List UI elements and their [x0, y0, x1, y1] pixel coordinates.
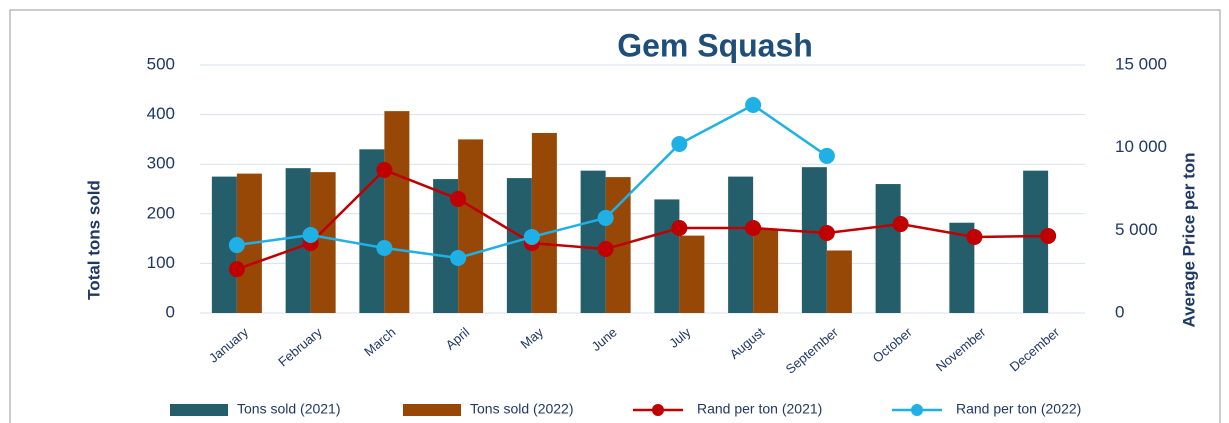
x-tick-label: June: [589, 324, 620, 354]
x-tick-label: November: [933, 324, 989, 374]
y-tick-label: 0: [166, 302, 175, 321]
bar: [458, 139, 484, 313]
line-marker: [818, 147, 835, 164]
y-axis-title: Total tons sold: [84, 180, 103, 300]
y2-axis-title: Average Price per ton: [1179, 152, 1198, 327]
y2-tick-label: 0: [1115, 302, 1124, 321]
frame: [9, 9, 1221, 423]
x-tick-label: December: [1007, 324, 1063, 374]
chart-title: Gem Squash: [617, 27, 813, 63]
line-marker: [376, 240, 393, 257]
x-tick-label: August: [727, 324, 768, 362]
legend-label: Rand per ton (2021): [697, 401, 822, 417]
line-marker: [1040, 227, 1057, 244]
line-marker: [597, 209, 614, 226]
line-marker: [597, 241, 614, 258]
bar: [728, 176, 754, 313]
legend-marker: [652, 404, 664, 416]
bar: [875, 184, 901, 313]
y-tick-label: 400: [147, 104, 175, 123]
y-tick-label: 500: [147, 54, 175, 73]
legend-swatch: [170, 404, 228, 416]
line-marker: [302, 226, 319, 243]
bar: [580, 170, 606, 313]
y2-tick-label: 10 000: [1115, 137, 1167, 156]
line-marker: [376, 161, 393, 178]
y-tick-label: 300: [147, 154, 175, 173]
y-tick-label: 200: [147, 203, 175, 222]
line-marker: [450, 249, 467, 266]
line-marker: [228, 237, 245, 254]
bar: [654, 199, 680, 313]
line-marker: [892, 216, 909, 233]
bar: [753, 228, 779, 313]
legend-label: Tons sold (2022): [470, 401, 574, 417]
line-marker: [745, 97, 762, 114]
y2-tick-label: 5 000: [1115, 220, 1158, 239]
legend-marker: [911, 404, 923, 416]
bar: [384, 111, 410, 314]
x-tick-label: October: [870, 324, 916, 366]
y-tick-label: 100: [147, 253, 175, 272]
line-marker: [671, 220, 688, 237]
line: [236, 168, 1049, 271]
x-tick-label: January: [206, 324, 251, 366]
line-marker: [671, 136, 688, 153]
line-marker: [966, 228, 983, 245]
x-tick-label: March: [361, 324, 398, 359]
bar: [531, 132, 557, 313]
line-marker: [228, 261, 245, 278]
legend-label: Rand per ton (2022): [956, 401, 1081, 417]
x-tick-label: May: [518, 324, 547, 352]
x-tick-label: September: [783, 324, 842, 377]
x-tick-label: July: [666, 324, 694, 351]
line-marker: [745, 220, 762, 237]
bar: [826, 250, 852, 313]
line-marker: [450, 190, 467, 207]
line-marker: [818, 224, 835, 241]
x-tick-label: February: [275, 324, 325, 369]
line-marker: [523, 228, 540, 245]
bar: [801, 167, 827, 313]
legend-swatch: [403, 404, 461, 416]
bar: [679, 235, 705, 313]
y2-tick-label: 15 000: [1115, 54, 1167, 73]
x-tick-label: April: [443, 324, 473, 352]
legend-label: Tons sold (2021): [237, 401, 341, 417]
